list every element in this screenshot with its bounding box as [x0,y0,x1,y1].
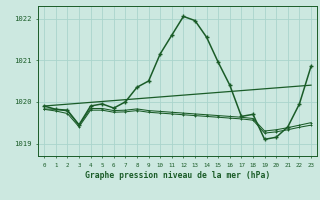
X-axis label: Graphe pression niveau de la mer (hPa): Graphe pression niveau de la mer (hPa) [85,171,270,180]
